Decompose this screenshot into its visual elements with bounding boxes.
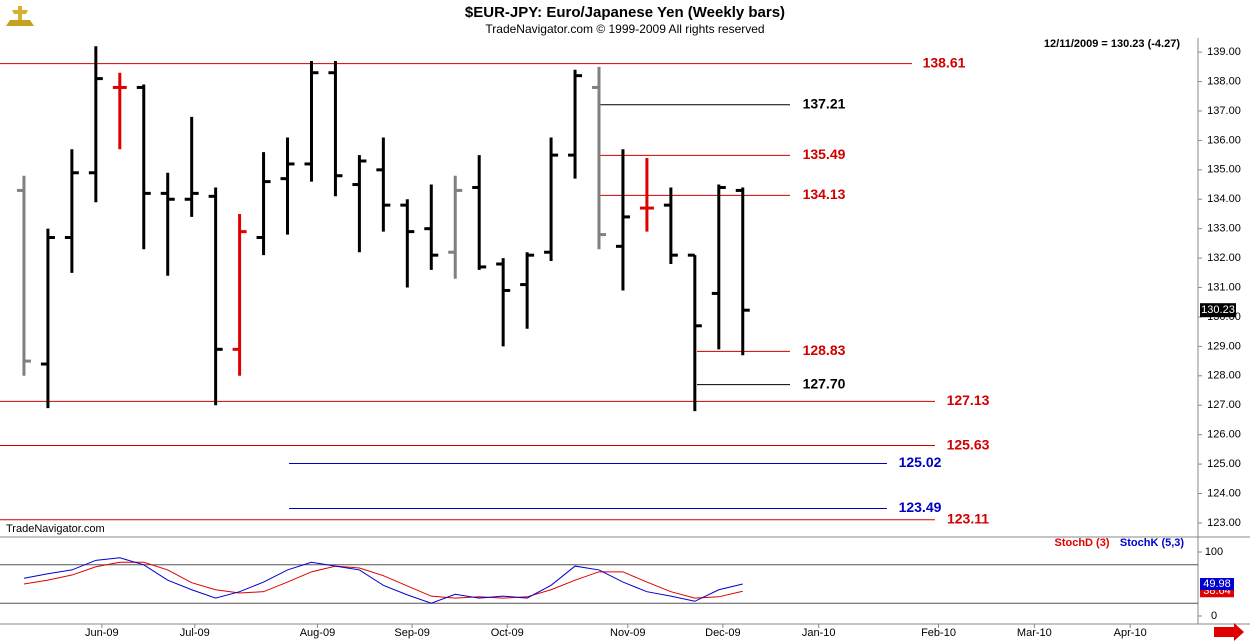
y-tick-label: 135.00 xyxy=(1207,164,1241,176)
value-label: 49.98 xyxy=(1203,578,1231,590)
level-label: 127.70 xyxy=(803,375,846,391)
legend-entry: StochK (5,3) xyxy=(1120,537,1185,549)
x-tick-label: Jan-10 xyxy=(802,627,836,639)
y-tick-label: 0 xyxy=(1211,610,1217,622)
x-tick-label: Apr-10 xyxy=(1114,627,1147,639)
level-label: 137.21 xyxy=(803,95,846,111)
y-tick-label: 126.00 xyxy=(1207,429,1241,441)
last-price-label: 130.23 xyxy=(1201,304,1235,316)
level-label: 134.13 xyxy=(803,186,846,202)
last-price-box xyxy=(1200,303,1236,318)
y-tick-label: 137.00 xyxy=(1207,105,1241,117)
value-box xyxy=(1200,578,1234,591)
level-label: 138.61 xyxy=(923,54,966,70)
y-tick-label: 123.00 xyxy=(1207,517,1241,529)
x-tick-label: Sep-09 xyxy=(394,627,429,639)
y-tick-label: 128.00 xyxy=(1207,370,1241,382)
level-label: 125.63 xyxy=(947,436,990,452)
x-tick-label: Jun-09 xyxy=(85,627,119,639)
y-tick-label: 136.00 xyxy=(1207,134,1241,146)
y-tick-label: 124.00 xyxy=(1207,487,1241,499)
y-tick-label: 127.00 xyxy=(1207,399,1241,411)
scroll-arrow[interactable] xyxy=(1214,623,1244,641)
chart-title: $EUR-JPY: Euro/Japanese Yen (Weekly bars… xyxy=(465,4,785,21)
x-tick-label: Dec-09 xyxy=(705,627,740,639)
watermark: TradeNavigator.com xyxy=(6,523,105,535)
logo xyxy=(6,6,34,26)
stoch-line xyxy=(23,561,743,599)
y-tick-label: 132.00 xyxy=(1207,252,1241,264)
y-tick-label: 139.00 xyxy=(1207,46,1241,58)
level-label: 123.49 xyxy=(899,499,942,515)
chart-subtitle: TradeNavigator.com © 1999-2009 All right… xyxy=(485,22,764,36)
y-tick-label: 100 xyxy=(1205,546,1223,558)
x-tick-label: Jul-09 xyxy=(180,627,210,639)
y-tick-label: 125.00 xyxy=(1207,458,1241,470)
price-annotation: 12/11/2009 = 130.23 (-4.27) xyxy=(1044,38,1180,50)
y-tick-label: 138.00 xyxy=(1207,75,1241,87)
x-tick-label: Feb-10 xyxy=(921,627,956,639)
level-label: 128.83 xyxy=(803,342,846,358)
x-tick-label: Oct-09 xyxy=(491,627,524,639)
x-tick-label: Nov-09 xyxy=(610,627,645,639)
level-label: 125.02 xyxy=(899,454,942,470)
level-label: 135.49 xyxy=(803,146,846,162)
y-tick-label: 134.00 xyxy=(1207,193,1241,205)
y-tick-label: 129.00 xyxy=(1207,340,1241,352)
stoch-line xyxy=(23,557,743,604)
level-label: 123.11 xyxy=(947,510,989,526)
x-tick-label: Mar-10 xyxy=(1017,627,1052,639)
y-tick-label: 133.00 xyxy=(1207,223,1241,235)
level-label: 127.13 xyxy=(947,392,990,408)
legend-entry: StochD (3) xyxy=(1055,537,1110,549)
x-tick-label: Aug-09 xyxy=(300,627,335,639)
y-tick-label: 131.00 xyxy=(1207,281,1241,293)
